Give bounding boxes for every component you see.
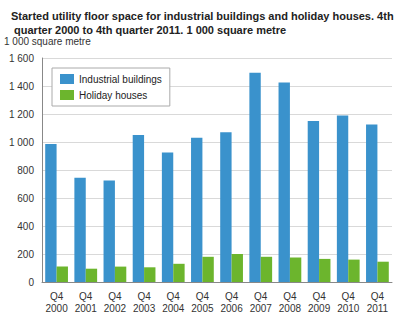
svg-text:2006: 2006 xyxy=(220,303,243,314)
svg-text:1 600: 1 600 xyxy=(9,53,34,64)
svg-text:2009: 2009 xyxy=(308,303,331,314)
svg-text:quarter 2000 to 4th quarter 20: quarter 2000 to 4th quarter 2011. 1 000 … xyxy=(11,24,286,36)
svg-text:2010: 2010 xyxy=(337,303,360,314)
svg-text:Q4: Q4 xyxy=(50,291,64,302)
svg-text:Q4: Q4 xyxy=(371,291,385,302)
svg-text:Q4: Q4 xyxy=(79,291,93,302)
svg-text:2003: 2003 xyxy=(133,303,156,314)
svg-text:200: 200 xyxy=(17,249,34,260)
svg-text:Q4: Q4 xyxy=(196,291,210,302)
svg-text:Q4: Q4 xyxy=(254,291,268,302)
svg-text:0: 0 xyxy=(28,277,34,288)
svg-text:Q4: Q4 xyxy=(137,291,151,302)
svg-text:1 000: 1 000 xyxy=(9,137,34,148)
svg-text:2004: 2004 xyxy=(162,303,185,314)
svg-text:Q4: Q4 xyxy=(225,291,239,302)
svg-text:2007: 2007 xyxy=(250,303,273,314)
svg-text:800: 800 xyxy=(17,165,34,176)
svg-text:Holiday houses: Holiday houses xyxy=(79,90,147,101)
svg-text:Q4: Q4 xyxy=(108,291,122,302)
svg-text:2011: 2011 xyxy=(367,303,389,314)
svg-text:Q4: Q4 xyxy=(342,291,356,302)
svg-text:Q4: Q4 xyxy=(283,291,297,302)
svg-text:Q4: Q4 xyxy=(312,291,326,302)
svg-text:1 200: 1 200 xyxy=(9,109,34,120)
svg-text:2000: 2000 xyxy=(45,303,68,314)
svg-text:1 000 square metre: 1 000 square metre xyxy=(4,36,91,47)
svg-text:2002: 2002 xyxy=(104,303,127,314)
svg-text:2001: 2001 xyxy=(75,303,98,314)
svg-text:Q4: Q4 xyxy=(167,291,181,302)
svg-text:1 400: 1 400 xyxy=(9,81,34,92)
svg-text:2005: 2005 xyxy=(191,303,214,314)
svg-text:2008: 2008 xyxy=(279,303,302,314)
svg-text:400: 400 xyxy=(17,221,34,232)
svg-text:Started utility floor space fo: Started utility floor space for industri… xyxy=(11,10,394,22)
svg-text:Industrial buildings: Industrial buildings xyxy=(79,74,162,85)
svg-text:600: 600 xyxy=(17,193,34,204)
